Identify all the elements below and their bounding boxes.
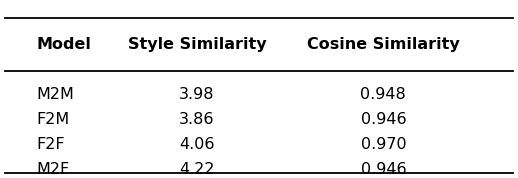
Text: 3.98: 3.98 [179,87,214,102]
Text: 0.946: 0.946 [361,162,406,177]
Text: 3.86: 3.86 [179,112,214,127]
Text: F2F: F2F [36,137,65,152]
Text: Style Similarity: Style Similarity [127,37,266,52]
Text: 0.946: 0.946 [361,112,406,127]
Text: F2M: F2M [36,112,69,127]
Text: M2M: M2M [36,87,74,102]
Text: Model: Model [36,37,91,52]
Text: 4.06: 4.06 [179,137,214,152]
Text: Cosine Similarity: Cosine Similarity [307,37,459,52]
Text: 0.970: 0.970 [361,137,406,152]
Text: 0.948: 0.948 [361,87,406,102]
Text: M2F: M2F [36,162,69,177]
Text: 4.22: 4.22 [179,162,214,177]
